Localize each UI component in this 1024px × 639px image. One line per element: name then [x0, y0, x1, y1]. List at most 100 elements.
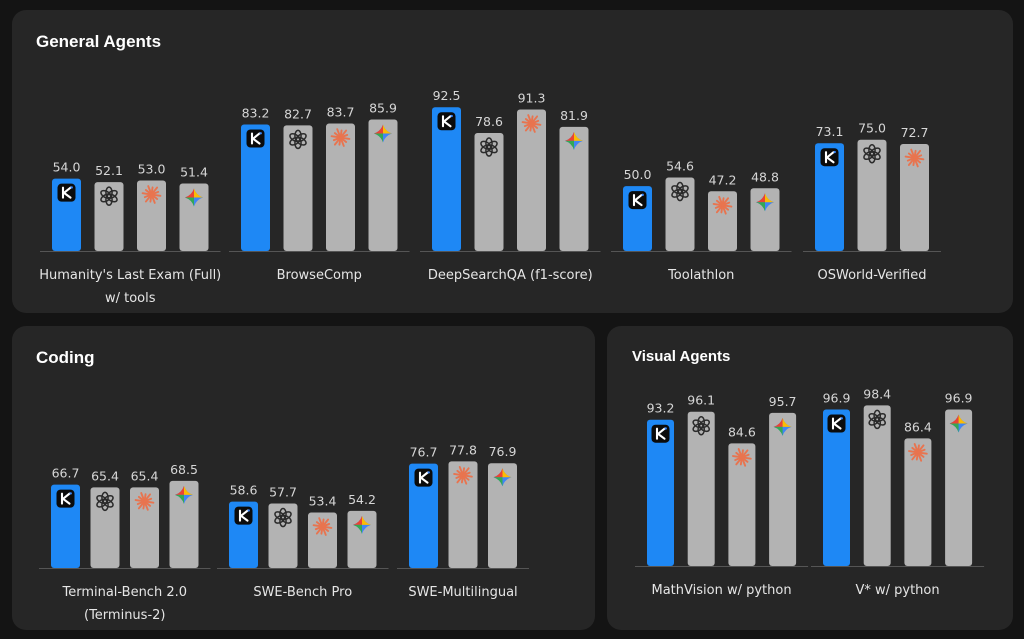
bar-group: 96.9 98.4 86.4 96.9 V* w/ python — [811, 386, 985, 598]
data-label: 76.9 — [489, 444, 517, 459]
data-label: 58.6 — [230, 483, 258, 498]
data-label: 92.5 — [433, 88, 461, 103]
kimi-icon — [651, 424, 670, 443]
claude-icon — [732, 448, 752, 467]
category-label: Terminal-Bench 2.0 (Terminus-2) — [61, 585, 187, 623]
claude-icon — [134, 492, 155, 511]
openai-icon — [671, 181, 689, 202]
kimi-icon — [628, 191, 647, 210]
bar — [283, 125, 313, 251]
bar — [900, 143, 929, 251]
bar — [647, 419, 674, 566]
kimi-icon — [234, 506, 253, 525]
coding-chart: 66.7 65.4 65.4 68.5 Terminal-Bench 2.0 (Termi… — [39, 442, 529, 623]
bar — [137, 180, 166, 251]
data-label: 54.0 — [53, 160, 81, 175]
general-agents-title: General Agents — [36, 32, 162, 51]
claude-icon — [521, 114, 542, 133]
bar — [448, 461, 478, 568]
data-label: 95.7 — [769, 394, 797, 409]
bar — [432, 107, 461, 251]
data-label: 65.4 — [91, 468, 119, 483]
bar-group: 58.6 57.7 53.4 54.2 SWE-Bench Pro — [217, 483, 389, 600]
bar-group: 50.0 54.6 47.2 48.8 Toolathlon — [611, 159, 792, 283]
bar-group: 54.0 52.1 53.0 51.4 Humanity's Last Exam (Fu… — [39, 160, 221, 306]
openai-icon — [289, 129, 307, 150]
bar — [368, 119, 398, 251]
claude-icon — [312, 517, 333, 536]
category-label: V* w/ python — [855, 583, 939, 598]
data-label: 83.2 — [242, 105, 270, 120]
gemini-icon — [949, 414, 968, 433]
openai-icon — [274, 507, 292, 528]
data-label: 57.7 — [269, 485, 297, 500]
bar — [94, 182, 124, 251]
bar — [326, 123, 355, 251]
kimi-icon — [246, 129, 265, 148]
gemini-icon — [353, 515, 371, 534]
category-label: MathVision w/ python — [652, 583, 792, 598]
bar-group: 66.7 65.4 65.4 68.5 Terminal-Bench 2.0 (Termi… — [39, 462, 211, 623]
openai-icon — [96, 491, 114, 512]
bar — [904, 438, 932, 566]
claude-icon — [141, 185, 162, 204]
gemini-icon — [374, 124, 392, 143]
coding-panel: Coding 66.7 65.4 65.4 68.5 Terminal-Bench 2.… — [12, 326, 595, 630]
bar — [728, 443, 756, 566]
bar-group: 73.1 75.0 72.7 OSWorld-Verified — [803, 121, 941, 283]
data-label: 72.7 — [901, 125, 929, 140]
data-label: 98.4 — [863, 386, 891, 401]
general-agents-panel: General Agents 54.0 52.1 53.0 51.4 Humanity'… — [12, 10, 1013, 313]
data-label: 75.0 — [858, 121, 886, 136]
claude-icon — [908, 443, 928, 462]
data-label: 53.4 — [309, 494, 337, 509]
kimi-icon — [437, 112, 456, 131]
kimi-icon — [820, 148, 839, 167]
kimi-icon — [827, 414, 846, 433]
data-label: 82.7 — [284, 106, 312, 121]
gemini-icon — [756, 193, 774, 212]
data-label: 77.8 — [449, 442, 477, 457]
data-label: 85.9 — [369, 100, 397, 115]
kimi-icon — [56, 489, 75, 508]
category-label: SWE-Bench Pro — [253, 585, 352, 600]
data-label: 96.1 — [687, 393, 715, 408]
openai-icon — [868, 409, 886, 430]
bar-group: 83.2 82.7 83.7 85.9 BrowseComp — [229, 100, 410, 283]
bar — [559, 126, 589, 251]
bar — [179, 183, 209, 251]
claude-icon — [453, 465, 473, 485]
category-label: BrowseComp — [277, 268, 362, 283]
gemini-icon — [175, 485, 193, 504]
bar — [945, 409, 973, 566]
data-label: 84.6 — [728, 424, 756, 439]
category-label: SWE-Multilingual — [408, 585, 517, 600]
data-label: 83.7 — [327, 105, 355, 120]
claude-icon — [712, 195, 733, 215]
bar-group: 93.2 96.1 84.6 95.7 MathVision w/ python — [635, 393, 809, 598]
bar-group: 76.7 77.8 76.9 SWE-Multilingual — [397, 442, 529, 600]
claude-icon — [904, 148, 925, 168]
bar — [769, 412, 797, 566]
data-label: 50.0 — [624, 167, 652, 182]
bar — [857, 139, 887, 251]
category-label: OSWorld-Verified — [818, 268, 927, 283]
claude-icon — [330, 128, 351, 147]
data-label: 54.2 — [348, 492, 376, 507]
bar — [169, 480, 199, 568]
category-label: Humanity's Last Exam (Full) w/ tools — [39, 268, 221, 306]
bar — [863, 405, 891, 566]
bar — [90, 487, 120, 568]
data-label: 78.6 — [475, 114, 503, 129]
bar — [474, 133, 504, 251]
bar-group: 92.5 78.6 91.3 81.9 DeepSearchQA (f1-score) — [420, 88, 601, 283]
bar — [409, 463, 438, 568]
data-label: 68.5 — [170, 462, 198, 477]
category-label: DeepSearchQA (f1-score) — [428, 268, 593, 283]
data-label: 53.0 — [138, 162, 166, 177]
visual-agents-title: Visual Agents — [632, 348, 731, 365]
category-label: Toolathlon — [667, 268, 734, 283]
data-label: 65.4 — [131, 468, 159, 483]
data-label: 73.1 — [816, 124, 844, 139]
data-label: 76.7 — [410, 445, 438, 460]
